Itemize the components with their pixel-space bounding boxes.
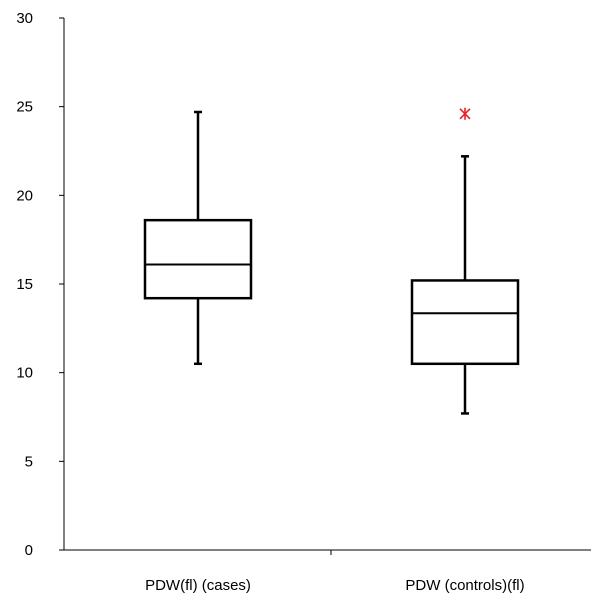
x-category-label: PDW (controls)(fl) <box>405 577 524 594</box>
y-tick-label: 5 <box>25 453 33 470</box>
y-tick-label: 30 <box>16 10 33 27</box>
box-iqr <box>143 218 253 300</box>
box-iqr <box>410 279 520 366</box>
plot-area <box>143 107 520 415</box>
outlier-point <box>459 107 471 120</box>
y-tick-label: 0 <box>25 542 33 559</box>
y-tick-label: 15 <box>16 276 33 293</box>
axes: 0 5 10 15 20 25 30 PDW(fl) (cases) PDW (controls… <box>16 10 591 594</box>
box-1 <box>143 110 253 366</box>
y-tick-label: 10 <box>16 365 33 382</box>
y-tick-label: 20 <box>16 187 33 204</box>
x-category-label: PDW(fl) (cases) <box>145 577 251 594</box>
box-2 <box>410 107 520 415</box>
y-tick-label: 25 <box>16 99 33 116</box>
